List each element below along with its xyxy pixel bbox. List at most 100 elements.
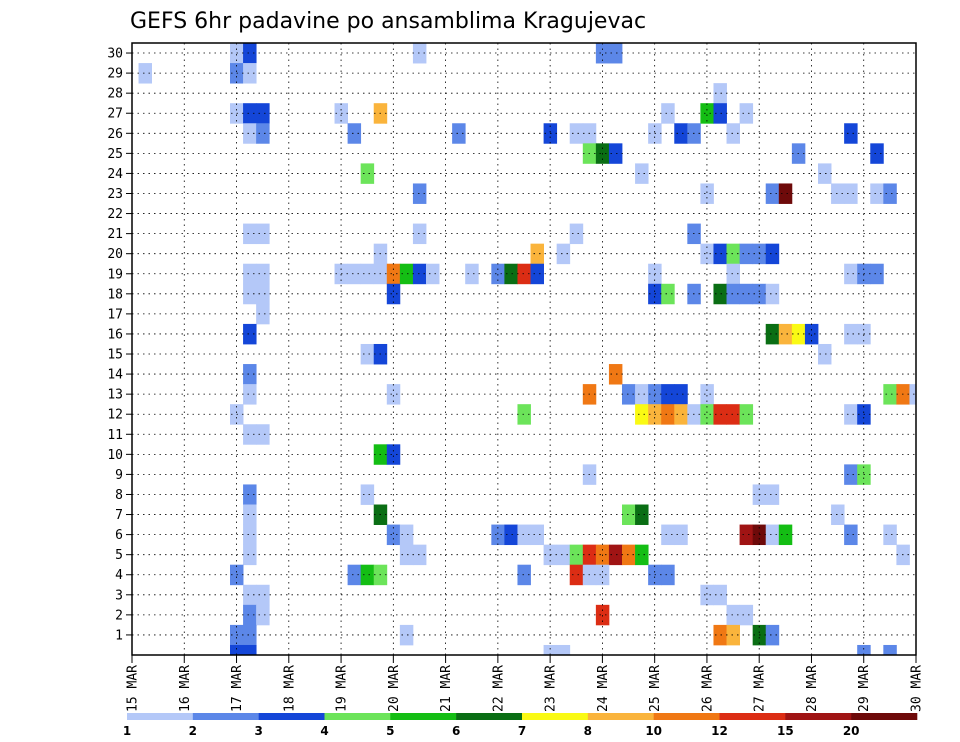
- heatmap-cell: [804, 323, 819, 345]
- heatmap-cell: [635, 544, 649, 566]
- heatmap-cell: [608, 43, 623, 64]
- heatmap-cell: [412, 43, 427, 64]
- heatmap-cell: [256, 604, 270, 626]
- heatmap-cell: [778, 183, 793, 204]
- x-tick-label: 21 MAR: [439, 665, 454, 712]
- y-tick-label: 9: [115, 468, 123, 483]
- x-tick-label: 18 MAR: [282, 665, 297, 712]
- heatmap-cell: [530, 243, 544, 265]
- y-tick-label: 2: [115, 608, 123, 623]
- heatmap-cell: [517, 564, 531, 586]
- heatmap-cell: [713, 283, 727, 305]
- heatmap-cell: [504, 263, 518, 285]
- heatmap-cell: [700, 384, 714, 405]
- heatmap-cell: [818, 343, 832, 365]
- heatmap-cell: [674, 384, 688, 405]
- y-tick-label: 1: [115, 628, 123, 643]
- y-tick-label: 3: [115, 588, 123, 603]
- heatmap-cell: [517, 404, 531, 425]
- y-tick-label: 10: [107, 448, 123, 463]
- y-tick-label: 22: [107, 207, 123, 222]
- heatmap-cell: [622, 544, 636, 566]
- heatmap-cells: [138, 43, 917, 656]
- y-tick-label: 25: [107, 147, 123, 162]
- heatmap-cell: [635, 404, 649, 425]
- colorbar-segment: [258, 713, 325, 720]
- heatmap-cell: [243, 63, 257, 84]
- heatmap-cell: [635, 504, 649, 525]
- x-tick-label: 24 MAR: [596, 665, 611, 712]
- colorbar-label: 12: [711, 724, 728, 738]
- x-tick-label: 17 MAR: [230, 665, 245, 712]
- heatmap-cell: [243, 604, 257, 626]
- heatmap-cell: [765, 624, 780, 646]
- heatmap-cell: [622, 504, 636, 525]
- heatmap-cell: [452, 123, 466, 144]
- x-tick-label: 26 MAR: [700, 665, 715, 712]
- heatmap-cell: [569, 544, 584, 566]
- heatmap-cell: [726, 263, 740, 285]
- heatmap-cell: [739, 604, 754, 626]
- heatmap-cell: [883, 183, 897, 204]
- colorbar-segment: [785, 713, 852, 720]
- heatmap-cell: [517, 524, 531, 546]
- heatmap-cell: [491, 524, 505, 546]
- y-axis-ticks: 1234567891011121314151617181920212223242…: [107, 47, 132, 643]
- heatmap-cell: [360, 263, 375, 285]
- heatmap-cell: [778, 323, 793, 345]
- plot-frame: [131, 42, 917, 656]
- x-tick-label: 16 MAR: [178, 665, 193, 712]
- x-tick-label: 30 MAR: [910, 665, 925, 712]
- heatmap-cell: [243, 123, 257, 144]
- heatmap-cell: [883, 384, 897, 405]
- heatmap-cell: [360, 484, 375, 505]
- heatmap-cell: [739, 283, 754, 305]
- heatmap-cell: [399, 263, 414, 285]
- colorbar-segment: [456, 713, 523, 720]
- heatmap-cell: [700, 243, 714, 265]
- heatmap-cell: [661, 404, 675, 425]
- heatmap-cell: [700, 584, 714, 606]
- y-tick-label: 16: [107, 327, 123, 342]
- heatmap-cell: [256, 303, 270, 325]
- heatmap-cell: [844, 183, 858, 204]
- colorbar-segment: [719, 713, 786, 720]
- heatmap-cell: [517, 263, 531, 285]
- colorbar-segment: [653, 713, 720, 720]
- heatmap-cell: [230, 644, 244, 656]
- y-tick-label: 28: [107, 87, 123, 102]
- heatmap-cell: [243, 644, 257, 656]
- heatmap-cell: [556, 544, 571, 566]
- colorbar-label: 8: [584, 724, 592, 738]
- heatmap-cell: [386, 283, 401, 305]
- heatmap-cell: [243, 624, 257, 646]
- y-tick-label: 15: [107, 348, 123, 363]
- heatmap-cell: [661, 384, 675, 405]
- heatmap-cell: [412, 223, 427, 245]
- heatmap-cell: [399, 524, 414, 546]
- y-tick-label: 11: [107, 428, 123, 443]
- heatmap-cell: [243, 283, 257, 305]
- y-tick-label: 12: [107, 408, 123, 423]
- heatmap-cell: [883, 524, 897, 546]
- heatmap-cell: [360, 343, 375, 365]
- heatmap-cell: [713, 584, 727, 606]
- heatmap-cell: [661, 103, 675, 124]
- heatmap-cell: [243, 323, 257, 345]
- heatmap-cell: [700, 404, 714, 425]
- heatmap-cell: [412, 263, 427, 285]
- heatmap-cell: [726, 243, 740, 265]
- colorbar-label: 3: [254, 724, 262, 738]
- heatmap-cell: [243, 544, 257, 566]
- colorbar-label: 20: [843, 724, 860, 738]
- heatmap-cell: [713, 83, 727, 104]
- y-tick-label: 18: [107, 287, 123, 302]
- heatmap-cell: [530, 524, 544, 546]
- colorbar-segment: [324, 713, 391, 720]
- colorbar-segment: [851, 713, 918, 720]
- colorbar-label: 5: [386, 724, 394, 738]
- heatmap-cell: [739, 103, 754, 124]
- heatmap-cell: [765, 484, 780, 505]
- heatmap-cell: [765, 243, 780, 265]
- grid-lines: [132, 43, 916, 655]
